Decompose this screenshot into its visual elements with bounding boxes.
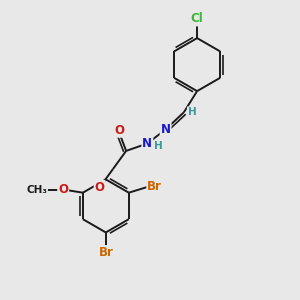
Text: O: O (58, 183, 68, 196)
Text: O: O (94, 181, 105, 194)
Text: O: O (115, 124, 125, 137)
Text: Br: Br (98, 246, 113, 259)
Text: H: H (188, 107, 197, 117)
Text: CH₃: CH₃ (26, 185, 47, 195)
Text: Br: Br (147, 180, 162, 193)
Text: Cl: Cl (191, 13, 203, 26)
Text: N: N (142, 137, 152, 150)
Text: H: H (154, 141, 163, 151)
Text: N: N (160, 123, 171, 136)
